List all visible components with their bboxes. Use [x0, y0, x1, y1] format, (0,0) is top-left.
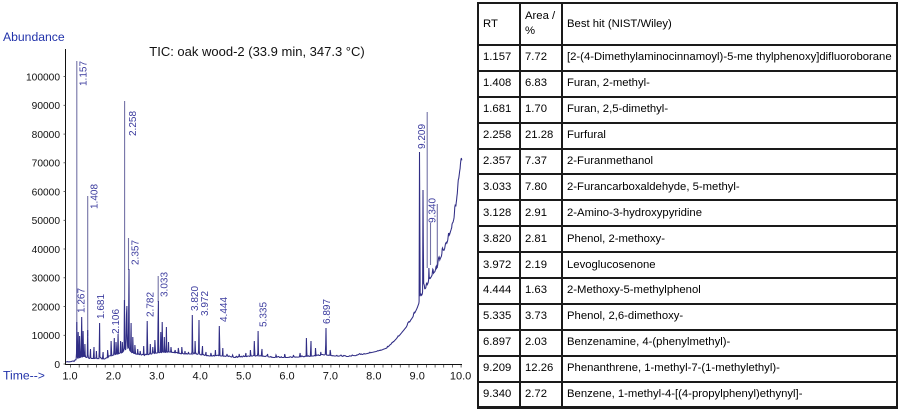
svg-text:90000: 90000 — [32, 101, 61, 112]
svg-text:5.0: 5.0 — [236, 371, 251, 383]
svg-text:1.157: 1.157 — [79, 61, 90, 86]
svg-text:1.408: 1.408 — [89, 184, 100, 209]
svg-text:50000: 50000 — [32, 216, 61, 227]
svg-text:6.0: 6.0 — [279, 371, 294, 383]
svg-text:2.0: 2.0 — [106, 371, 121, 383]
svg-text:8.0: 8.0 — [366, 371, 381, 383]
svg-text:2.782: 2.782 — [145, 292, 156, 317]
svg-text:6.897: 6.897 — [322, 299, 333, 324]
svg-text:4.444: 4.444 — [219, 297, 230, 322]
svg-text:80000: 80000 — [32, 130, 61, 141]
svg-text:30000: 30000 — [32, 274, 61, 285]
svg-text:10000: 10000 — [32, 331, 61, 342]
svg-text:9.0: 9.0 — [410, 371, 425, 383]
svg-text:60000: 60000 — [32, 187, 61, 198]
svg-text:20000: 20000 — [32, 302, 61, 313]
svg-text:Time-->: Time--> — [3, 369, 45, 383]
svg-text:1.0: 1.0 — [62, 371, 77, 383]
svg-text:2.357: 2.357 — [130, 240, 141, 265]
svg-text:5.335: 5.335 — [258, 302, 269, 327]
svg-text:0: 0 — [54, 360, 60, 371]
svg-text:3.0: 3.0 — [149, 371, 164, 383]
svg-text:3.033: 3.033 — [159, 272, 170, 297]
svg-text:9.209: 9.209 — [417, 124, 428, 149]
svg-text:2.258: 2.258 — [128, 111, 139, 136]
svg-text:70000: 70000 — [32, 159, 61, 170]
svg-text:3.972: 3.972 — [200, 291, 211, 316]
svg-text:9.340: 9.340 — [427, 198, 438, 223]
svg-text:1.267: 1.267 — [77, 288, 88, 313]
svg-text:3.820: 3.820 — [190, 286, 201, 311]
svg-text:7.0: 7.0 — [323, 371, 338, 383]
svg-text:4.0: 4.0 — [193, 371, 208, 383]
svg-text:1.681: 1.681 — [96, 294, 107, 319]
svg-text:2.106: 2.106 — [111, 309, 122, 334]
svg-text:10.0: 10.0 — [450, 371, 471, 383]
svg-text:TIC: oak wood-2 (33.9 min, 347: TIC: oak wood-2 (33.9 min, 347.3 °C) — [149, 44, 364, 59]
svg-text:40000: 40000 — [32, 245, 61, 256]
svg-text:100000: 100000 — [26, 72, 60, 83]
svg-text:Abundance: Abundance — [3, 30, 65, 44]
